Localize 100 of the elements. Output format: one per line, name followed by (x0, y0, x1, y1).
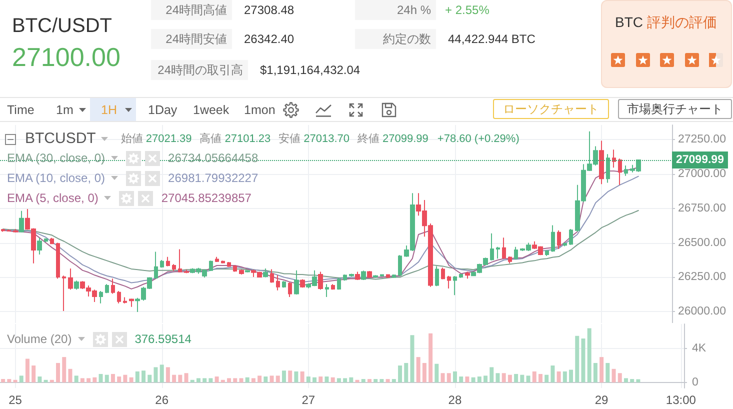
candlestick (68, 268, 73, 290)
bar (62, 357, 66, 382)
text: EMA (30, close, 0) (7, 151, 106, 165)
bar (208, 378, 213, 382)
bar (214, 376, 219, 382)
annotation: 始値 (120, 132, 143, 146)
bar (380, 379, 384, 382)
bar (502, 373, 506, 382)
bar (544, 374, 549, 382)
bar (386, 379, 390, 382)
candlestick (318, 271, 323, 290)
bar (258, 376, 262, 382)
bar (514, 374, 518, 382)
bar (123, 374, 128, 382)
bar (471, 377, 476, 382)
y-tick-label: 26250.00 (678, 271, 726, 284)
bar (452, 371, 457, 382)
text: 27308.48 (244, 3, 294, 17)
bar (50, 380, 54, 382)
candlestick (337, 277, 341, 290)
bar (288, 370, 292, 382)
text: 27100.00 (12, 42, 120, 72)
line-series (2, 210, 639, 280)
bar (477, 376, 482, 382)
bar (190, 380, 194, 382)
candlestick (502, 237, 506, 260)
y-tick-label: 26500.00 (678, 236, 726, 249)
bar (32, 366, 36, 382)
candlestick (239, 269, 244, 275)
bar (575, 336, 580, 382)
bar (349, 377, 354, 382)
candlestick (599, 140, 604, 185)
bar (154, 367, 158, 382)
bar (416, 357, 420, 382)
candlestick (160, 259, 164, 268)
bar (318, 376, 323, 382)
candlestick (50, 237, 54, 245)
candlestick (361, 270, 366, 280)
candlestick (618, 158, 622, 186)
text: 1Day (148, 103, 178, 117)
annotation: 終値 (358, 132, 380, 146)
bar (86, 378, 91, 382)
x-tick-label: 28 (448, 393, 462, 407)
y-tick-label: 0 (692, 376, 698, 388)
candlestick (453, 276, 457, 296)
bar (422, 362, 426, 382)
bar (184, 373, 188, 382)
bar (392, 379, 396, 382)
text: 評判の評価 (647, 14, 717, 30)
candlestick (355, 271, 360, 280)
bar (196, 378, 200, 382)
bar (398, 366, 402, 382)
bar (508, 374, 512, 382)
candlestick (117, 290, 121, 304)
bar (294, 371, 298, 382)
candlestick (178, 248, 182, 273)
candlestick (569, 228, 573, 246)
candlestick (1, 228, 5, 232)
bar (172, 374, 176, 382)
bar (178, 374, 182, 382)
bar (98, 374, 103, 382)
annotation: 高値 (200, 132, 222, 146)
bar (68, 368, 72, 382)
bar (306, 376, 310, 382)
candlestick (74, 280, 79, 290)
bar (129, 377, 134, 382)
candlestick (373, 274, 378, 278)
text: $1,191,164,432.04 (260, 63, 360, 77)
candlestick (13, 228, 18, 233)
bar (300, 371, 304, 382)
candlestick (263, 268, 268, 278)
bar (600, 357, 604, 382)
bar (251, 378, 256, 382)
series-label: Volume (20) (7, 332, 72, 346)
bar (446, 373, 451, 382)
text: 1week (193, 103, 230, 117)
y-tick-label: 26750.00 (678, 202, 726, 214)
candlestick (349, 273, 354, 278)
candlestick (172, 264, 176, 272)
candlestick (209, 260, 213, 272)
bar (220, 380, 225, 382)
candlestick (105, 284, 109, 294)
bar (104, 374, 109, 382)
text: 24時間の取引高 (158, 63, 243, 77)
y-tick-label: 4K (692, 342, 706, 355)
text: 1H (101, 103, 117, 117)
bar (92, 377, 97, 382)
candlestick (99, 290, 103, 304)
candlestick (612, 149, 616, 168)
bar (233, 378, 238, 382)
candlestick (227, 262, 231, 268)
text: 約定の数 (383, 32, 431, 46)
candlestick (392, 274, 396, 278)
bar (312, 377, 317, 382)
bar (434, 364, 439, 382)
candlestick (465, 271, 470, 280)
bar (630, 379, 634, 382)
bar (440, 373, 445, 382)
candlestick (606, 154, 610, 184)
bar (612, 368, 616, 382)
